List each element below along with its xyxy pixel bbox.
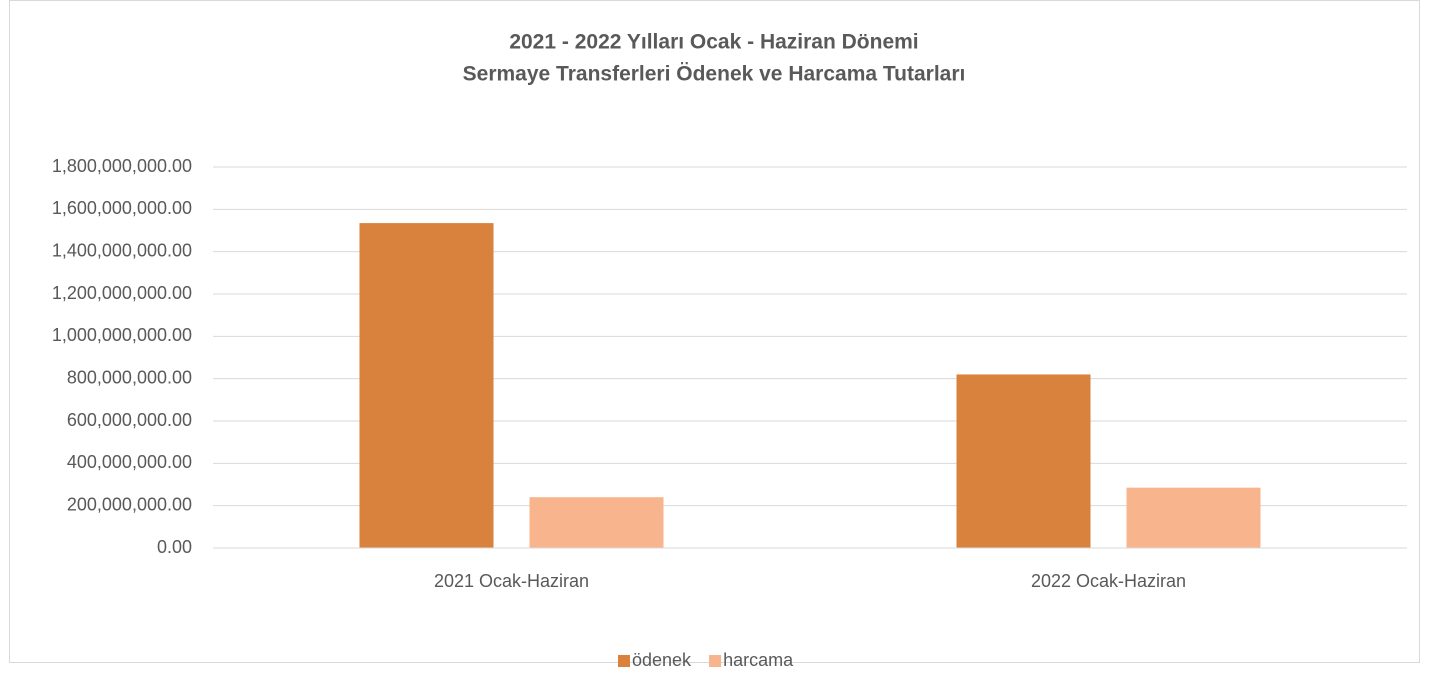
bar <box>1126 487 1261 548</box>
chart-title: Sermaye Transferleri Ödenek ve Harcama T… <box>463 63 966 86</box>
y-tick-label: 1,200,000,000.00 <box>52 283 192 303</box>
y-tick-label: 1,400,000,000.00 <box>52 240 192 260</box>
y-tick-label: 600,000,000.00 <box>67 410 192 430</box>
bar <box>529 497 664 548</box>
y-tick-label: 0.00 <box>157 537 192 557</box>
chart-border <box>9 0 1420 663</box>
legend-swatch <box>618 655 630 667</box>
y-tick-label: 800,000,000.00 <box>67 367 192 387</box>
bar <box>359 223 494 548</box>
chart-title: 2021 - 2022 Yılları Ocak - Haziran Dönem… <box>509 31 918 54</box>
y-tick-label: 200,000,000.00 <box>67 494 192 514</box>
x-tick-label: 2021 Ocak-Haziran <box>434 571 589 591</box>
y-tick-label: 400,000,000.00 <box>67 452 192 472</box>
x-tick-label: 2022 Ocak-Haziran <box>1031 571 1186 591</box>
bar <box>956 374 1091 548</box>
y-tick-label: 1,000,000,000.00 <box>52 325 192 345</box>
y-tick-label: 1,600,000,000.00 <box>52 198 192 218</box>
legend-label: harcama <box>723 650 794 670</box>
y-tick-label: 1,800,000,000.00 <box>52 156 192 176</box>
legend-swatch <box>709 655 722 667</box>
legend-label: ödenek <box>632 650 692 670</box>
